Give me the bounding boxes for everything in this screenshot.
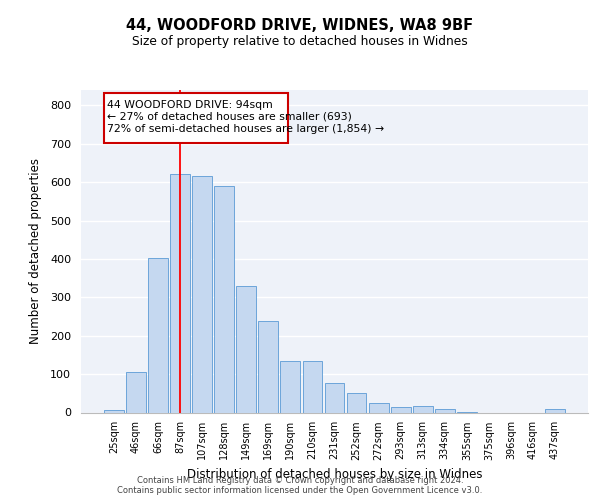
Text: 72% of semi-detached houses are larger (1,854) →: 72% of semi-detached houses are larger (…	[107, 124, 385, 134]
Text: 44, WOODFORD DRIVE, WIDNES, WA8 9BF: 44, WOODFORD DRIVE, WIDNES, WA8 9BF	[127, 18, 473, 32]
Text: 44 WOODFORD DRIVE: 94sqm: 44 WOODFORD DRIVE: 94sqm	[107, 100, 273, 110]
Bar	[236, 286, 256, 412]
Bar	[391, 406, 410, 412]
Bar	[368, 404, 389, 412]
Bar	[302, 360, 322, 412]
Bar	[413, 406, 433, 412]
Bar	[104, 410, 124, 412]
X-axis label: Distribution of detached houses by size in Widnes: Distribution of detached houses by size …	[187, 468, 482, 481]
Bar	[104, 92, 288, 142]
Text: Contains HM Land Registry data © Crown copyright and database right 2024.: Contains HM Land Registry data © Crown c…	[137, 476, 463, 485]
Bar	[214, 186, 234, 412]
Text: Size of property relative to detached houses in Widnes: Size of property relative to detached ho…	[132, 35, 468, 48]
Bar	[192, 176, 212, 412]
Bar	[347, 392, 367, 412]
Text: Contains public sector information licensed under the Open Government Licence v3: Contains public sector information licen…	[118, 486, 482, 495]
Bar	[126, 372, 146, 412]
Bar	[325, 383, 344, 412]
Text: ← 27% of detached houses are smaller (693): ← 27% of detached houses are smaller (69…	[107, 112, 352, 122]
Bar	[170, 174, 190, 412]
Y-axis label: Number of detached properties: Number of detached properties	[29, 158, 42, 344]
Bar	[148, 258, 168, 412]
Bar	[280, 360, 301, 412]
Bar	[545, 408, 565, 412]
Bar	[259, 321, 278, 412]
Bar	[435, 410, 455, 412]
